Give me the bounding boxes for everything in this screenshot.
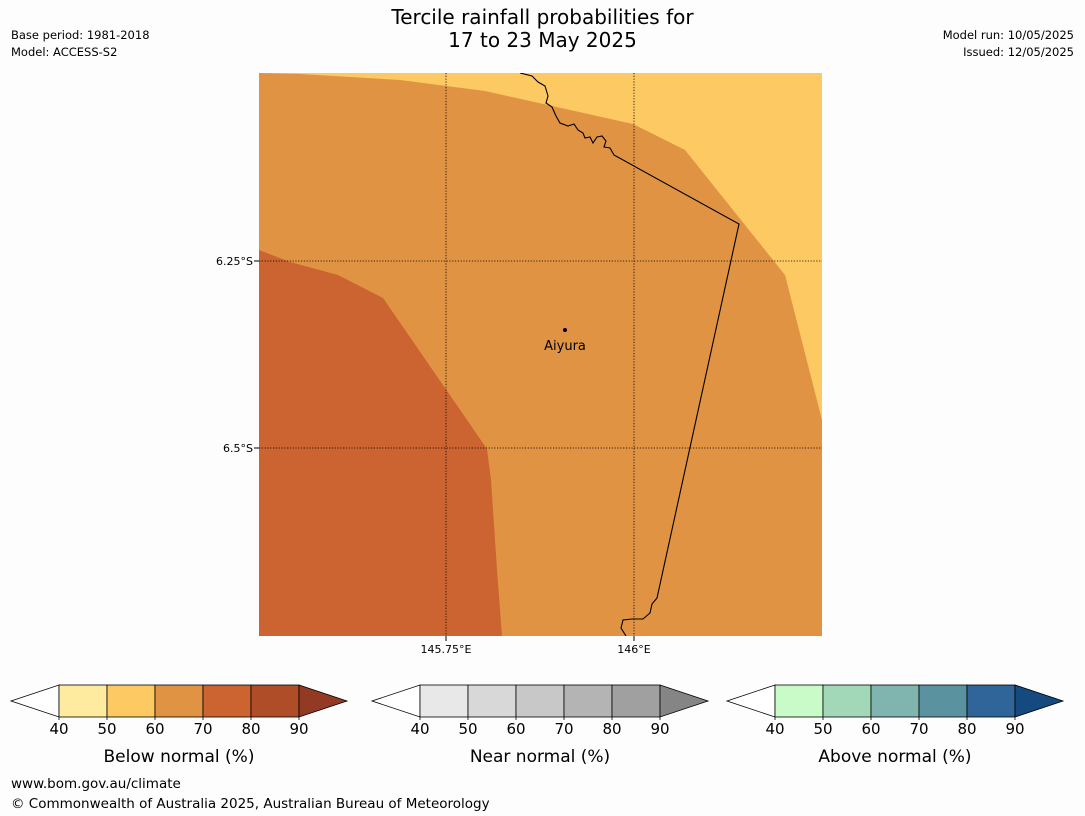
colorbar-tick-label: 90 (650, 720, 669, 738)
title-line-1: Tercile rainfall probabilities for (391, 5, 694, 29)
colorbar-tick-label: 50 (458, 720, 477, 738)
colorbar-under-arrow (9, 684, 60, 718)
lat-label-2: 6.5°S (223, 442, 253, 455)
colorbar-tick-label: 80 (957, 720, 976, 738)
colorbar-segment (419, 684, 469, 718)
model-run: Model run: 10/05/2025 (942, 28, 1074, 42)
colorbar-over-arrow (659, 684, 710, 718)
colorbar-under-arrow (370, 684, 421, 718)
colorbar-over-arrow (298, 684, 349, 718)
colorbar-over-arrow (1014, 684, 1065, 718)
colorbar-segment (966, 684, 1016, 718)
meta-left: Base period: 1981-2018 Model: ACCESS-S2 (11, 27, 150, 61)
colorbar-segment (58, 684, 108, 718)
colorbar-segment (515, 684, 565, 718)
map-panel (259, 73, 822, 636)
colorbar-segment (106, 684, 156, 718)
base-period: Base period: 1981-2018 (11, 28, 150, 42)
colorbar-tick-label: 40 (410, 720, 429, 738)
place-label: Aiyura (544, 339, 586, 354)
model-name: Model: ACCESS-S2 (11, 45, 118, 59)
footer-url: www.bom.gov.au/climate (11, 776, 181, 792)
colorbar-segment (154, 684, 204, 718)
colorbar-tick-label: 70 (554, 720, 573, 738)
colorbar-above-normal: 40 50 60 70 80 90 Above normal (%) (725, 684, 1065, 767)
issued-date: Issued: 12/05/2025 (963, 45, 1074, 59)
region-70-80 (259, 250, 502, 636)
region-50-60 (259, 73, 822, 420)
meta-right: Model run: 10/05/2025 Issued: 12/05/2025 (943, 27, 1074, 61)
colorbar-segment (611, 684, 661, 718)
colorbar-under-arrow (725, 684, 776, 718)
lon-label-2: 146°E (617, 643, 650, 656)
colorbar-title: Above normal (%) (818, 747, 971, 767)
colorbar-segment (918, 684, 968, 718)
colorbar-tick-label: 60 (861, 720, 880, 738)
colorbar-tick-label: 40 (49, 720, 68, 738)
colorbar-tick-label: 70 (193, 720, 212, 738)
footer: www.bom.gov.au/climate © Commonwealth of… (11, 774, 490, 814)
colorbar-title: Below normal (%) (104, 747, 255, 767)
title-line-2: 17 to 23 May 2025 (448, 28, 637, 52)
colorbar-below-normal: 40 50 60 70 80 90 Below normal (%) (9, 684, 349, 767)
colorbar-tick-label: 80 (602, 720, 621, 738)
province-boundary (519, 73, 740, 636)
place-marker (563, 328, 567, 332)
colorbar-tick-label: 60 (506, 720, 525, 738)
lon-label-1: 145.75°E (421, 643, 472, 656)
colorbar-tick-label: 40 (765, 720, 784, 738)
map-title: Tercile rainfall probabilities for 17 to… (0, 6, 1085, 52)
colorbar-tick-label: 90 (1005, 720, 1024, 738)
colorbar-segment (774, 684, 824, 718)
colorbar-segment (202, 684, 252, 718)
colorbar-segment (467, 684, 517, 718)
footer-copyright: © Commonwealth of Australia 2025, Austra… (11, 796, 490, 812)
colorbar-segment (822, 684, 872, 718)
colorbar-segment (563, 684, 613, 718)
colorbar-segment (250, 684, 300, 718)
colorbar-title: Near normal (%) (470, 747, 610, 767)
colorbar-tick-label: 80 (241, 720, 260, 738)
colorbar-tick-label: 50 (813, 720, 832, 738)
colorbar-segment (870, 684, 920, 718)
colorbar-near-normal: 40 50 60 70 80 90 Near normal (%) (370, 684, 710, 767)
colorbar-tick-label: 50 (97, 720, 116, 738)
colorbar-tick-label: 70 (909, 720, 928, 738)
colorbar-tick-label: 60 (145, 720, 164, 738)
colorbar-tick-label: 90 (289, 720, 308, 738)
lat-label-1: 6.25°S (216, 255, 253, 268)
